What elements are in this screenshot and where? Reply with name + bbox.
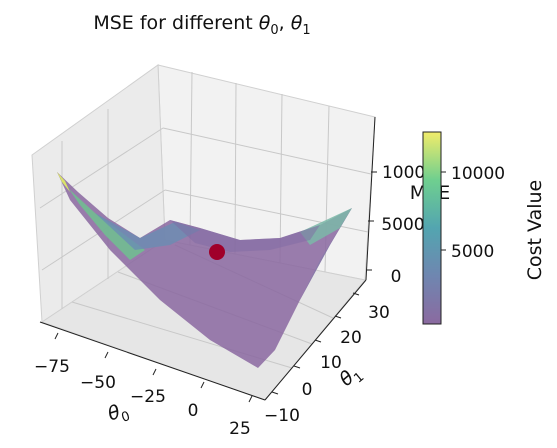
grid-line (189, 71, 193, 246)
grid-line (279, 93, 283, 264)
z-tick-label: 5000 (381, 215, 424, 235)
x-tick (104, 351, 109, 359)
y-tick-label: 30 (368, 303, 390, 323)
surface-left-shoulder (95, 213, 200, 250)
y-tick-label: 0 (302, 380, 313, 400)
x-tick-label: 0 (188, 401, 199, 421)
y-tick-label: 10 (320, 353, 342, 373)
colorbar-label: Cost Value (524, 180, 546, 280)
z-axis-line (365, 116, 376, 281)
x-tick (200, 381, 205, 389)
grid-line (162, 127, 372, 175)
y-tick (352, 292, 360, 296)
mse-surface (57, 172, 352, 368)
x-tick (248, 395, 253, 403)
grid-line (234, 82, 237, 255)
chart-title: MSE for different θ0, θ1 (93, 12, 310, 38)
surface-yellow-tip (57, 172, 70, 192)
x-tick-label: −25 (130, 387, 166, 407)
y-tick (314, 339, 322, 343)
x-tick-label: 25 (229, 419, 251, 439)
surface-right-edge (300, 208, 352, 245)
y-tick (334, 315, 342, 319)
y-tick (293, 365, 301, 369)
x-axis-title: θ0 (105, 398, 132, 429)
surface-body (57, 172, 352, 368)
x-axis: −75 −50 −25 0 25 θ0 (34, 321, 266, 439)
x-axis-line (39, 321, 266, 401)
y-tick-label: −10 (264, 406, 300, 426)
colorbar-tick-label: 5000 (451, 242, 494, 262)
x-tick-label: −50 (80, 373, 116, 393)
colorbar: 5000 10000 Cost Value (422, 131, 546, 325)
minimum-point (209, 244, 225, 260)
grid-line (39, 127, 164, 209)
x-tick (152, 368, 157, 376)
colorbar-tick-label: 10000 (451, 164, 505, 184)
z-tick-label: 0 (391, 267, 402, 287)
x-tick-label: −75 (34, 357, 70, 377)
x-tick (54, 332, 59, 340)
y-tick-label: 20 (340, 328, 362, 348)
colorbar-gradient (422, 131, 442, 325)
surface-far-band (170, 220, 320, 252)
y-tick (271, 391, 279, 395)
